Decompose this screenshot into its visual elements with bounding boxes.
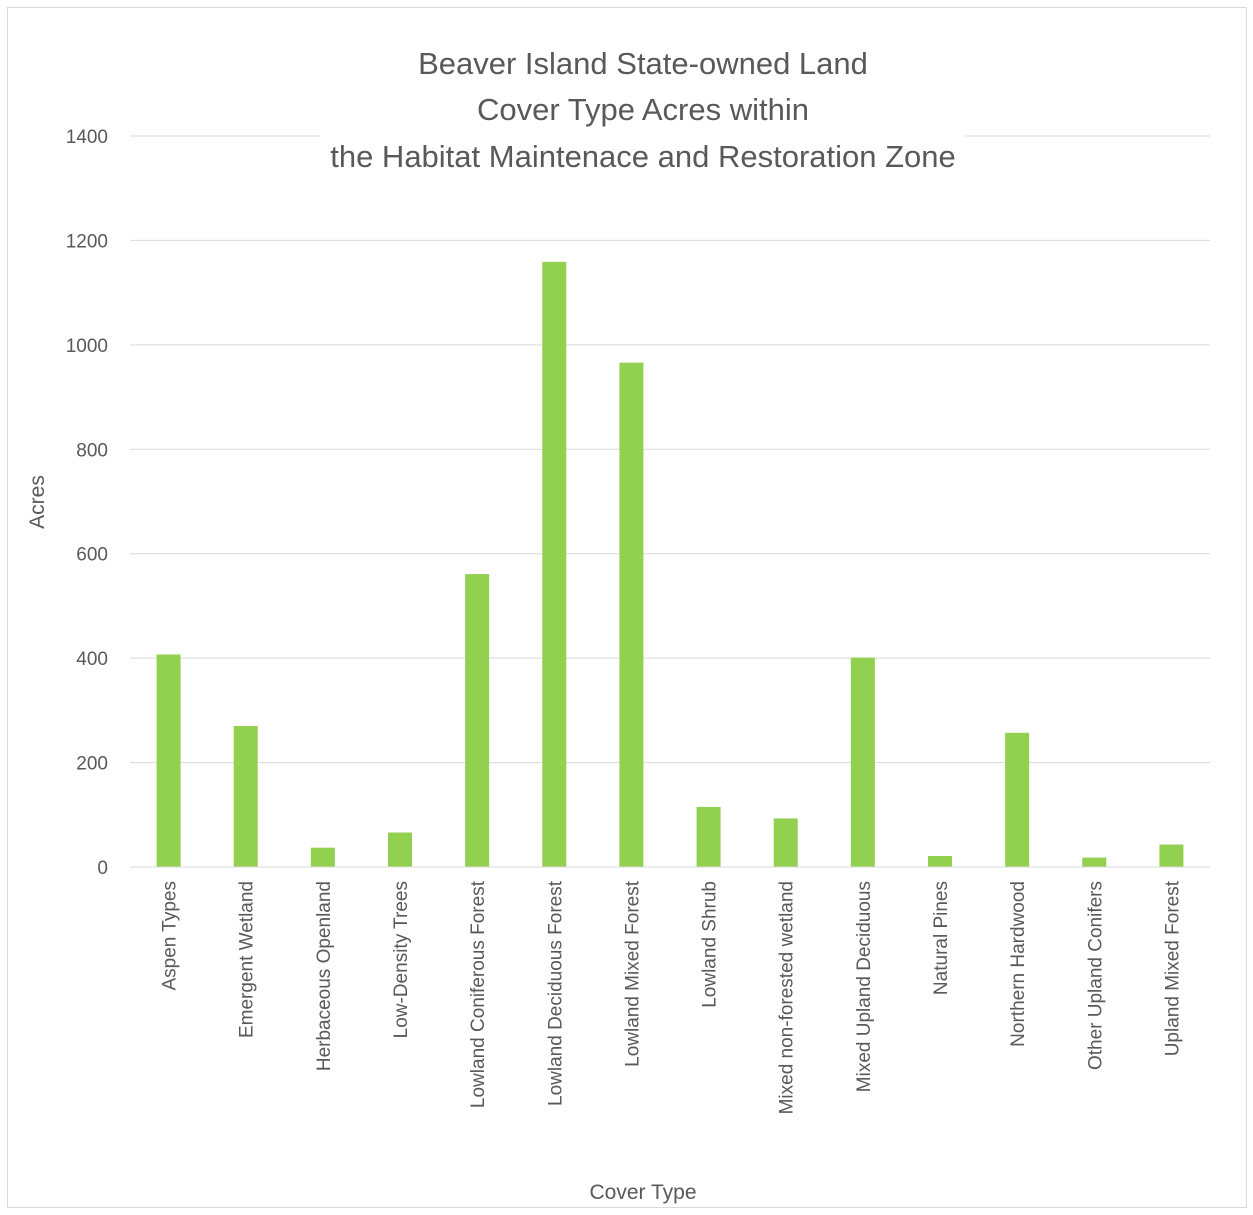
- x-tick-label: Aspen Types: [160, 881, 181, 991]
- bar: [928, 856, 952, 867]
- x-tick-label: Lowland Deciduous Forest: [545, 880, 566, 1106]
- bar: [1005, 732, 1030, 867]
- x-tick-label: Mixed Upland Deciduous: [854, 881, 875, 1092]
- bar: [619, 362, 644, 867]
- y-tick-label: 0: [97, 858, 108, 879]
- x-tick-label: Lowland Shrub: [700, 881, 721, 1008]
- x-tick-label: Mixed non-forested wetland: [777, 881, 798, 1114]
- x-tick-label: Northern Hardwood: [1008, 881, 1029, 1047]
- bar: [233, 726, 258, 867]
- bar: [156, 654, 181, 867]
- y-tick-label: 800: [76, 440, 108, 461]
- y-tick-label: 1200: [66, 231, 108, 252]
- bar: [465, 574, 490, 867]
- y-axis-title: Acres: [26, 475, 49, 529]
- y-tick-label: 200: [76, 754, 108, 775]
- x-tick-label: Lowland Mixed Forest: [622, 880, 643, 1067]
- x-tick-label: Low-Density Trees: [391, 881, 412, 1038]
- y-tick-label: 1400: [66, 127, 108, 148]
- y-axis-tick-labels: 0 200 400 600 800 1000 1200 1400: [66, 127, 108, 879]
- chart-title: Beaver Island State-owned Land Cover Typ…: [320, 40, 966, 180]
- bar: [773, 818, 798, 867]
- x-tick-label: Other Upland Conifers: [1085, 881, 1106, 1070]
- y-tick-label: 1000: [66, 336, 108, 357]
- x-axis-title: Cover Type: [590, 1181, 697, 1204]
- x-tick-label: Natural Pines: [931, 881, 952, 995]
- x-tick-label: Herbaceous Openland: [314, 881, 335, 1071]
- title-line-1: Beaver Island State-owned Land: [418, 46, 868, 81]
- gridlines: [130, 135, 1210, 764]
- bar: [850, 657, 875, 867]
- x-tick-label: Emergent Wetland: [237, 881, 258, 1038]
- title-line-3: the Habitat Maintenace and Restoration Z…: [330, 139, 956, 174]
- title-line-2: Cover Type Acres within: [477, 92, 809, 127]
- bar: [310, 847, 335, 867]
- x-axis-tick-labels: Aspen Types Emergent Wetland Herbaceous Op…: [160, 880, 1184, 1114]
- bar: [542, 261, 567, 867]
- y-tick-label: 600: [76, 545, 108, 566]
- x-tick-label: Upland Mixed Forest: [1162, 880, 1183, 1056]
- bar: [388, 832, 412, 867]
- y-tick-label: 400: [76, 649, 108, 670]
- bar: [1159, 844, 1184, 867]
- bar: [696, 806, 721, 867]
- title-background: [320, 40, 966, 180]
- x-tick-label: Lowland Coniferous Forest: [468, 880, 489, 1108]
- bar: [1082, 857, 1107, 867]
- bars: [156, 261, 1184, 867]
